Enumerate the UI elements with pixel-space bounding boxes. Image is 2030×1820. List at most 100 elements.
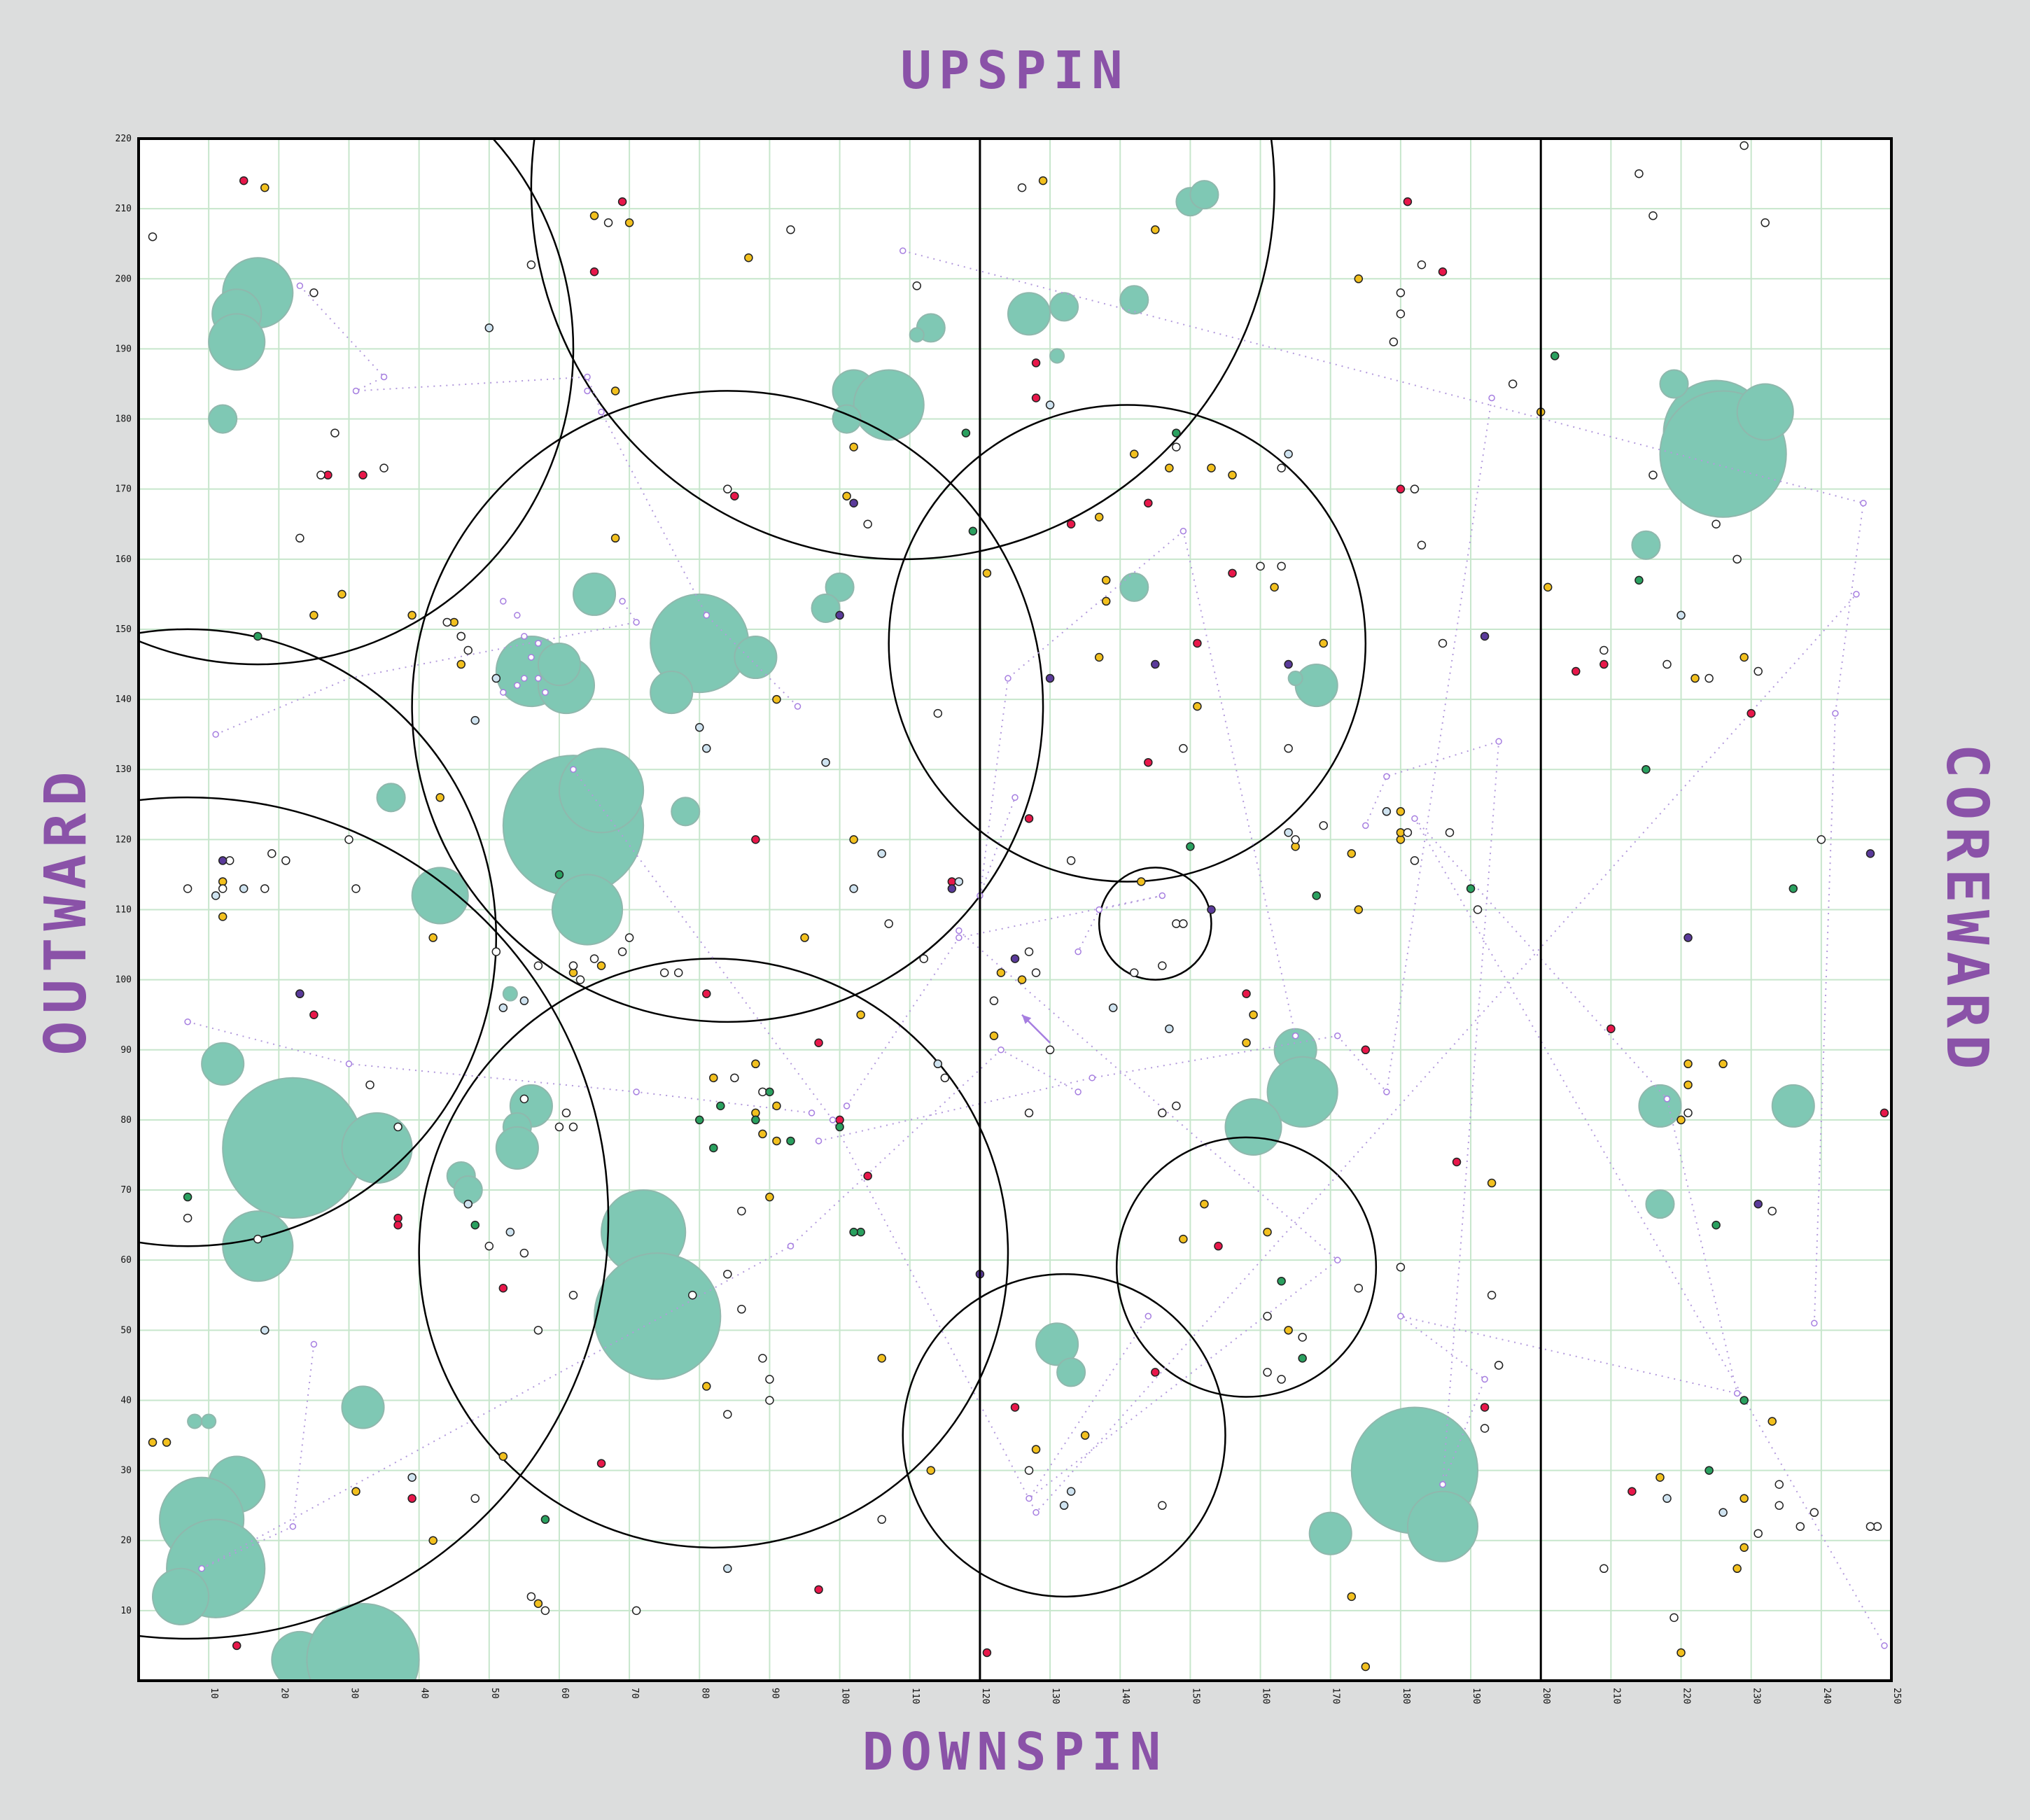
blue-star [519, 996, 529, 1005]
nebula [1224, 1098, 1282, 1156]
white-star [1396, 1262, 1406, 1272]
waypoint [535, 640, 542, 647]
nebula [201, 1042, 245, 1086]
red-star [393, 1220, 402, 1230]
white-star [281, 856, 290, 865]
white-star [1508, 379, 1518, 388]
route-line [1400, 818, 1885, 1646]
waypoint [899, 247, 906, 254]
blue-star [849, 884, 858, 893]
waypoint [1495, 738, 1502, 745]
white-star [1760, 218, 1770, 227]
white-star [673, 968, 683, 977]
y-tick-label: 210 [115, 204, 132, 214]
map-border [137, 137, 1893, 1682]
red-star [1242, 989, 1251, 998]
yellow-star [1656, 1473, 1665, 1482]
red-star [702, 989, 711, 998]
blue-star [1284, 449, 1293, 458]
zone-boundary [888, 404, 1367, 883]
green-star [183, 1192, 192, 1202]
waypoint [500, 689, 507, 696]
zone-layer [139, 139, 1378, 1640]
white-star [1354, 1283, 1364, 1293]
red-star [1438, 267, 1448, 276]
blue-star [723, 1564, 732, 1574]
violet-star [849, 498, 858, 507]
yellow-star [765, 1192, 774, 1202]
waypoint [1180, 528, 1187, 535]
yellow-star [856, 1010, 865, 1019]
route-line [573, 594, 1857, 1514]
white-star [589, 954, 599, 963]
waypoint [1004, 675, 1011, 682]
green-star [835, 1122, 844, 1132]
white-star [863, 519, 872, 528]
white-star [1438, 638, 1448, 648]
white-star [1670, 1613, 1679, 1623]
white-star [1158, 1501, 1167, 1510]
nebula [594, 1252, 722, 1380]
waypoint [703, 612, 710, 619]
red-star [1024, 814, 1034, 823]
green-star [253, 631, 262, 641]
yellow-star [1684, 1059, 1693, 1069]
waypoint [829, 1116, 836, 1124]
white-star [1410, 484, 1420, 493]
waypoint [1032, 1508, 1040, 1516]
waypoint [1811, 1320, 1818, 1327]
red-star [407, 1494, 416, 1503]
waypoint [212, 731, 219, 738]
blue-star [933, 1059, 943, 1069]
white-star [491, 947, 501, 956]
waypoint [500, 598, 507, 605]
waypoint [184, 1018, 191, 1026]
red-star [1066, 519, 1076, 528]
yellow-star [842, 491, 851, 500]
waypoint [514, 682, 521, 689]
blue-star [1718, 1508, 1728, 1517]
y-tick-label: 10 [120, 1606, 132, 1616]
yellow-star [877, 1354, 886, 1363]
white-star [330, 428, 340, 438]
white-star [1445, 828, 1455, 837]
waypoint [296, 282, 304, 290]
yellow-star [589, 211, 599, 220]
yellow-star [1676, 1115, 1686, 1125]
zone-boundary [1115, 1136, 1378, 1398]
waypoint [1383, 1088, 1390, 1096]
violet-star [1865, 849, 1875, 858]
white-star [723, 484, 732, 493]
x-tick-label: 240 [1821, 1688, 1832, 1704]
white-star [561, 1108, 571, 1118]
yellow-star [1094, 512, 1104, 522]
waypoint [289, 1522, 297, 1530]
zone-boundary [139, 797, 610, 1640]
white-star [344, 835, 354, 844]
nebula [825, 572, 855, 602]
blue-star [1045, 400, 1055, 410]
y-tick-label: 170 [115, 484, 132, 495]
y-tick-label: 220 [115, 134, 132, 144]
x-axis-ticks: 10 20 30 40 50 60 70 80 90 100 110 120 130 140 150 160 1… [209, 1688, 1902, 1704]
marker-arrow-head [1022, 1014, 1032, 1024]
red-star [239, 176, 248, 186]
y-tick-label: 40 [120, 1395, 132, 1406]
waypoint [787, 1242, 794, 1250]
white-star [1487, 1291, 1497, 1300]
top-edge-label: UPSPIN [900, 41, 1129, 101]
green-star [716, 1101, 725, 1111]
white-star [1130, 968, 1139, 977]
white-star [533, 1326, 543, 1335]
green-star [1712, 1220, 1721, 1230]
red-star [1144, 498, 1153, 507]
yellow-star [926, 1466, 936, 1475]
white-star [568, 1291, 578, 1300]
blue-star [211, 891, 220, 900]
nebula [1119, 285, 1149, 315]
red-star [814, 1038, 823, 1048]
white-star [554, 1122, 564, 1132]
white-star [295, 533, 304, 543]
green-star [695, 1115, 704, 1125]
yellow-star [1740, 1494, 1749, 1503]
